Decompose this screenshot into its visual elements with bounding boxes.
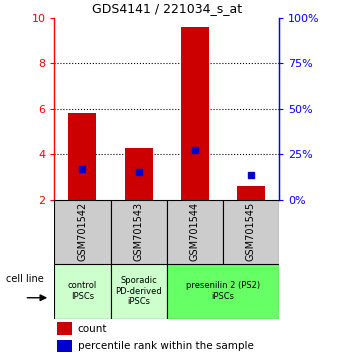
Text: presenilin 2 (PS2)
iPSCs: presenilin 2 (PS2) iPSCs	[186, 281, 260, 301]
Text: GSM701542: GSM701542	[78, 202, 87, 262]
Text: count: count	[78, 324, 107, 333]
Text: GSM701543: GSM701543	[134, 202, 143, 262]
Text: control
IPSCs: control IPSCs	[68, 281, 97, 301]
Bar	[167, 200, 223, 264]
Bar	[110, 200, 167, 264]
Bar	[167, 264, 279, 319]
Text: cell line: cell line	[5, 274, 44, 284]
Text: percentile rank within the sample: percentile rank within the sample	[78, 341, 254, 351]
Title: GDS4141 / 221034_s_at: GDS4141 / 221034_s_at	[91, 2, 242, 15]
Bar	[181, 27, 209, 200]
Text: GSM701544: GSM701544	[190, 202, 200, 262]
Bar	[68, 113, 97, 200]
Bar	[110, 264, 167, 319]
Text: GSM701545: GSM701545	[246, 202, 256, 262]
Bar	[54, 264, 110, 319]
Bar	[223, 200, 279, 264]
Bar	[237, 186, 265, 200]
Bar	[124, 148, 153, 200]
Bar	[54, 200, 110, 264]
Bar	[57, 340, 72, 352]
Bar	[57, 322, 72, 335]
Text: Sporadic
PD-derived
iPSCs: Sporadic PD-derived iPSCs	[115, 276, 162, 306]
